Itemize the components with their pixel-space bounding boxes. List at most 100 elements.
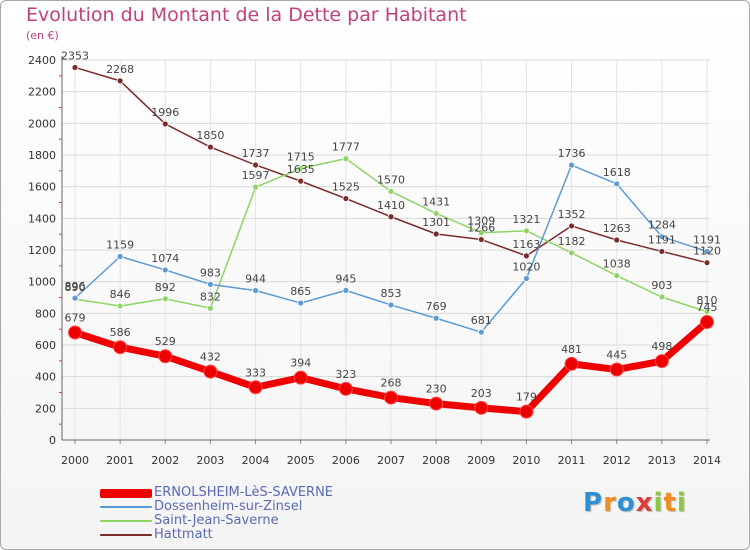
series-point-1 xyxy=(207,280,214,288)
series-point-1 xyxy=(252,287,259,294)
data-label-1: 983 xyxy=(200,266,221,279)
series-point-3 xyxy=(658,248,666,255)
series-point-2 xyxy=(703,308,711,316)
series-point-2 xyxy=(613,272,621,280)
series-point-0 xyxy=(519,404,534,419)
data-label-1: 945 xyxy=(335,272,356,285)
y-tick-label: 1200 xyxy=(28,244,56,257)
series-point-1 xyxy=(477,328,485,336)
legend-item: Hattmatt xyxy=(100,528,333,542)
series-point-1 xyxy=(613,180,621,188)
data-label-1: 1074 xyxy=(151,252,179,265)
y-tick-label: 2200 xyxy=(28,86,56,99)
data-label-0: 179 xyxy=(516,391,537,404)
series-point-2 xyxy=(297,165,305,172)
data-label-3: 2353 xyxy=(61,49,89,62)
data-label-2: 903 xyxy=(651,279,672,292)
series-point-1 xyxy=(71,294,79,302)
data-label-1: 896 xyxy=(65,280,86,293)
data-label-1: 853 xyxy=(381,287,402,300)
data-label-2: 1321 xyxy=(512,213,540,226)
series-point-3 xyxy=(207,143,214,151)
series-point-3 xyxy=(387,213,395,221)
series-point-3 xyxy=(703,259,711,267)
data-label-0: 481 xyxy=(561,343,582,356)
data-label-2: 892 xyxy=(155,281,176,294)
series-point-0 xyxy=(113,340,128,355)
x-tick-label: 2003 xyxy=(196,454,224,467)
data-label-1: 1191 xyxy=(693,233,721,246)
series-point-1 xyxy=(432,314,440,322)
data-label-0: 679 xyxy=(65,311,86,324)
series-point-0 xyxy=(700,315,714,330)
x-tick-label: 2013 xyxy=(648,454,676,467)
x-tick-label: 2002 xyxy=(151,454,179,467)
x-tick-label: 2000 xyxy=(61,454,89,467)
data-label-3: 1163 xyxy=(512,238,540,251)
data-label-1: 865 xyxy=(290,285,311,298)
x-tick-label: 2004 xyxy=(242,454,270,467)
series-point-0 xyxy=(609,362,624,377)
series-point-1 xyxy=(387,301,395,309)
y-tick-label: 800 xyxy=(35,307,56,320)
series-point-0 xyxy=(474,400,489,415)
series-point-2 xyxy=(658,293,666,301)
data-label-3: 1850 xyxy=(196,129,224,142)
chart-title: Evolution du Montant de la Dette par Hab… xyxy=(26,4,467,26)
legend-label: Dossenheim-sur-Zinsel xyxy=(154,499,303,514)
x-tick-label: 2011 xyxy=(558,454,586,467)
data-label-2: 890 xyxy=(65,281,86,294)
series-point-2 xyxy=(568,249,575,257)
data-label-1: 681 xyxy=(471,314,492,327)
data-label-3: 2268 xyxy=(106,63,134,76)
chart-subtitle: (en €) xyxy=(26,29,59,42)
x-tick-label: 2006 xyxy=(332,454,360,467)
series-point-0 xyxy=(564,356,579,371)
series-point-3 xyxy=(116,77,124,85)
series-point-0 xyxy=(158,349,173,364)
axis-layer: 0 200 400 600 800 1000 1200 1400 1600 1800 2000 220… xyxy=(28,54,721,467)
data-label-3: 1635 xyxy=(287,163,315,176)
series-point-3 xyxy=(477,236,485,243)
series-point-2 xyxy=(523,227,530,235)
x-tick-label: 2010 xyxy=(512,454,540,467)
data-label-2: 846 xyxy=(110,288,131,301)
series-point-2 xyxy=(477,229,485,237)
series-point-2 xyxy=(432,210,440,217)
y-tick-label: 2000 xyxy=(28,117,56,130)
data-label-3: 1191 xyxy=(648,233,676,246)
legend-label: Hattmatt xyxy=(154,527,213,542)
x-tick-label: 2005 xyxy=(287,454,315,467)
legend-label: Saint-Jean-Saverne xyxy=(154,513,279,528)
y-tick-label: 1000 xyxy=(28,276,56,289)
series-point-1 xyxy=(703,248,711,255)
data-label-2: 1570 xyxy=(377,173,405,186)
data-label-2: 810 xyxy=(697,294,718,307)
data-label-3: 1525 xyxy=(332,181,360,194)
data-label-2: 1038 xyxy=(603,258,631,271)
series-point-3 xyxy=(523,252,530,260)
series-point-2 xyxy=(161,295,169,303)
proxiti-logo: Proxiti xyxy=(583,488,687,518)
data-label-3: 1301 xyxy=(422,216,450,229)
data-label-1: 1284 xyxy=(648,219,676,232)
data-label-2: 1431 xyxy=(422,195,450,208)
data-label-1: 1618 xyxy=(603,166,631,179)
y-tick-label: 600 xyxy=(35,339,56,352)
legend-item: Dossenheim-sur-Zinsel xyxy=(100,500,333,514)
series-point-1 xyxy=(161,266,169,274)
legend-item: Saint-Jean-Saverne xyxy=(100,514,333,528)
legend-swatch xyxy=(100,488,152,498)
data-label-0: 586 xyxy=(110,326,131,339)
series-point-3 xyxy=(342,195,350,202)
data-label-3: 1737 xyxy=(242,147,270,160)
data-label-0: 745 xyxy=(697,301,718,314)
x-tick-label: 2008 xyxy=(422,454,450,467)
data-label-2: 1182 xyxy=(558,235,586,248)
data-label-0: 268 xyxy=(381,377,402,390)
series-point-0 xyxy=(248,380,263,395)
data-label-1: 1020 xyxy=(512,261,540,274)
data-label-3: 1410 xyxy=(377,199,405,212)
y-tick-label: 400 xyxy=(35,371,56,384)
